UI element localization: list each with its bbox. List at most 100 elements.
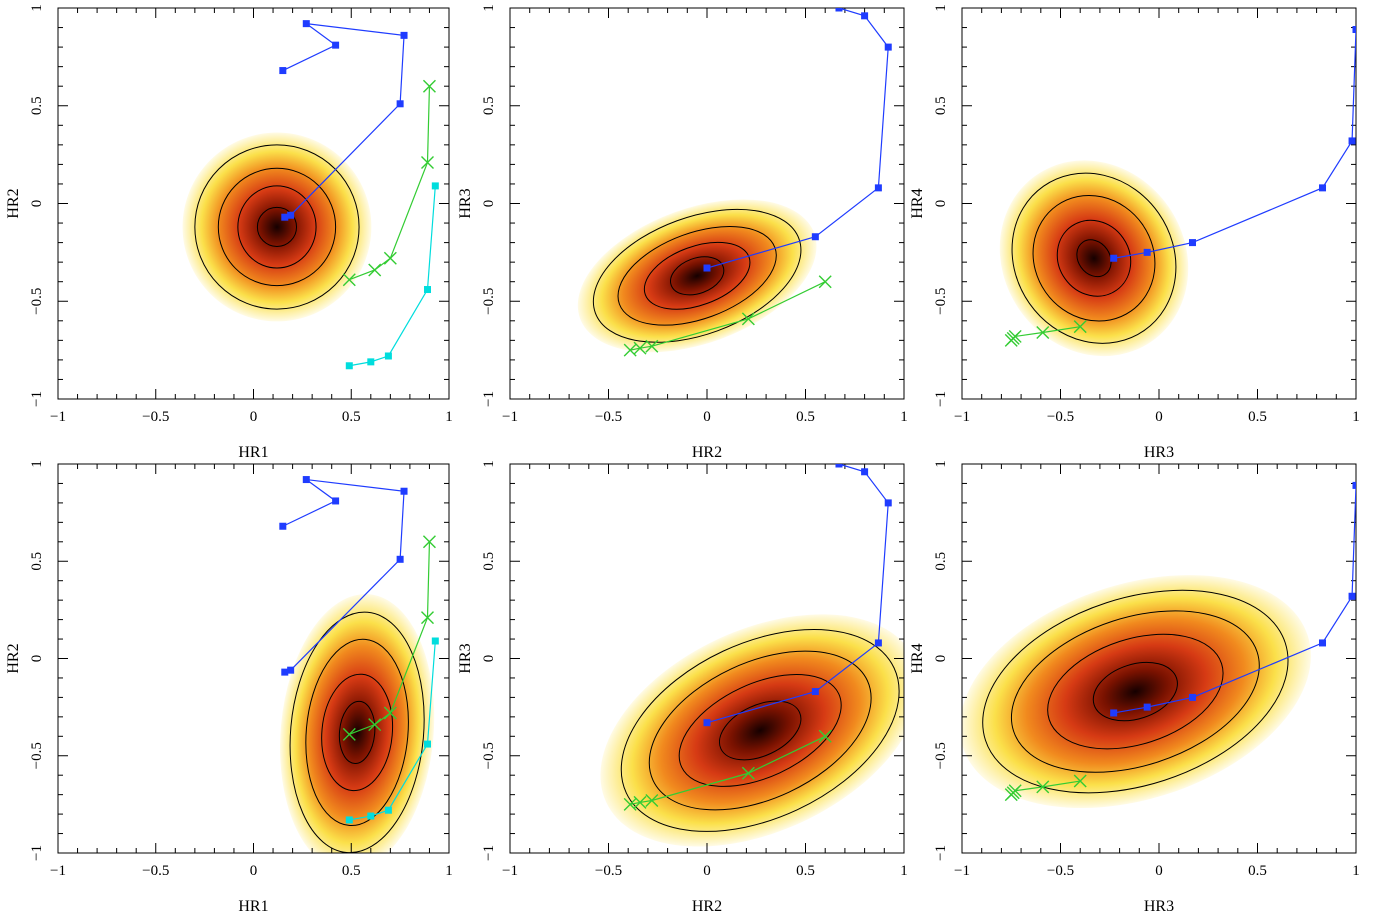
y-tick-label: 0 xyxy=(481,200,497,208)
data-point xyxy=(835,464,843,468)
data-point xyxy=(1348,592,1356,600)
x-tick-label: 0.5 xyxy=(1248,409,1267,425)
series-track xyxy=(342,535,436,741)
data-point xyxy=(396,100,404,108)
data-point xyxy=(741,312,755,326)
data-point xyxy=(703,264,711,272)
density-contour xyxy=(678,674,842,787)
x-tick-label: −1 xyxy=(50,409,66,425)
data-point xyxy=(1036,326,1050,340)
density-contour xyxy=(237,185,317,269)
x-tick-label: −1 xyxy=(50,863,66,879)
density-contour xyxy=(338,700,376,764)
data-point xyxy=(1352,481,1356,489)
data-point xyxy=(384,806,392,814)
x-tick-label: −1 xyxy=(954,409,970,425)
data-point xyxy=(1110,709,1118,717)
data-point xyxy=(811,233,819,241)
y-tick-label: 0 xyxy=(481,655,497,663)
y-axis-label: HR4 xyxy=(909,188,926,218)
data-point xyxy=(874,184,882,192)
data-point xyxy=(1143,248,1151,256)
data-point xyxy=(367,358,375,366)
panel-bottom-middle: −1 −0.5 0 0.5 1 −1 −0.5 0 0.5 1 HR2 HR3 xyxy=(457,460,908,915)
data-point xyxy=(302,20,310,28)
x-axis-label: HR3 xyxy=(1144,898,1174,915)
data-point xyxy=(345,362,353,370)
x-tick-label: 0.5 xyxy=(342,863,361,879)
density-contour xyxy=(718,700,802,761)
series-track xyxy=(1110,26,1356,262)
y-tick-label: −0.5 xyxy=(933,288,949,315)
data-point xyxy=(287,211,295,219)
panel-top-left: −1 −0.5 0 0.5 1 −1 −0.5 0 0.5 1 HR1 HR2 xyxy=(5,4,453,461)
data-point xyxy=(861,468,869,476)
y-tick-label: −1 xyxy=(933,845,949,861)
x-tick-label: 1 xyxy=(445,409,453,425)
data-point xyxy=(741,766,755,780)
data-point xyxy=(302,476,310,484)
data-point xyxy=(345,816,353,824)
density-map xyxy=(280,594,435,853)
x-tick-label: 1 xyxy=(1352,863,1360,879)
x-tick-label: 1 xyxy=(900,409,908,425)
density-contour xyxy=(1032,194,1156,322)
series-track xyxy=(703,464,892,727)
series-line xyxy=(706,464,889,724)
x-tick-label: −0.5 xyxy=(595,863,622,879)
density-contour xyxy=(643,241,751,310)
data-point xyxy=(422,79,436,93)
series-track xyxy=(345,637,439,824)
y-axis-label: HR3 xyxy=(457,643,474,673)
data-point xyxy=(287,666,295,674)
y-tick-label: 0.5 xyxy=(29,552,45,571)
y-tick-label: −1 xyxy=(481,845,497,861)
density-contour xyxy=(321,673,394,792)
series-line xyxy=(1113,485,1356,714)
series-track xyxy=(623,729,832,811)
density-contour xyxy=(1011,172,1177,344)
series-line xyxy=(1113,29,1356,259)
y-tick-label: −1 xyxy=(29,845,45,861)
y-tick-label: −0.5 xyxy=(29,742,45,769)
series-track xyxy=(1004,320,1087,347)
x-tick-label: −0.5 xyxy=(1047,409,1074,425)
x-tick-label: −0.5 xyxy=(595,409,622,425)
series-track xyxy=(703,8,892,272)
data-point xyxy=(811,688,819,696)
data-point xyxy=(422,535,436,549)
series-track xyxy=(1110,481,1356,717)
y-axis-label: HR2 xyxy=(5,643,22,673)
data-point xyxy=(1348,137,1356,145)
density-contour xyxy=(1056,219,1132,297)
x-tick-label: 0 xyxy=(1155,863,1163,879)
y-axis-label: HR3 xyxy=(457,188,474,218)
data-point xyxy=(703,719,711,727)
data-point xyxy=(279,522,287,530)
y-tick-label: 0 xyxy=(933,200,949,208)
data-point xyxy=(645,793,659,807)
x-tick-label: −1 xyxy=(502,863,518,879)
data-point xyxy=(332,497,340,505)
x-tick-label: 0.5 xyxy=(1248,863,1267,879)
data-point xyxy=(368,718,382,732)
x-axis-label: HR2 xyxy=(692,444,722,461)
data-point xyxy=(431,182,439,190)
data-point xyxy=(400,487,408,495)
x-tick-label: 0 xyxy=(250,409,258,425)
x-tick-label: 0.5 xyxy=(796,409,815,425)
density-contour xyxy=(617,225,777,326)
y-tick-label: 0 xyxy=(29,200,45,208)
data-point xyxy=(861,12,869,20)
series-track xyxy=(279,20,408,221)
x-tick-label: 0 xyxy=(703,863,711,879)
density-map xyxy=(577,199,817,353)
y-tick-label: −1 xyxy=(933,391,949,407)
data-point xyxy=(1188,693,1196,701)
series-track xyxy=(342,79,436,287)
x-tick-label: −0.5 xyxy=(142,409,169,425)
y-tick-label: 0.5 xyxy=(481,96,497,115)
x-tick-label: 0 xyxy=(250,863,258,879)
density-map xyxy=(962,575,1311,809)
density-map xyxy=(182,132,372,322)
